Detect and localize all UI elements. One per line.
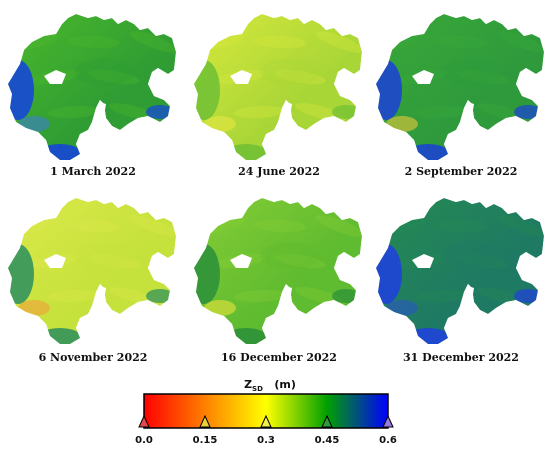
- lake-map: [194, 198, 362, 344]
- map-caption: 1 March 2022: [50, 165, 136, 178]
- island: [230, 254, 252, 268]
- lake-map: [8, 198, 176, 344]
- island: [98, 102, 106, 116]
- lake-map: [376, 14, 544, 160]
- legend-variable-subscript: SD: [252, 385, 263, 394]
- lake-map: [376, 198, 544, 344]
- map-panel-24-june-2022: 24 June 2022: [190, 12, 368, 178]
- tick-marker: [382, 414, 394, 428]
- map-panel-6-november-2022: 6 November 2022: [4, 196, 182, 364]
- map-caption: 2 September 2022: [404, 165, 518, 178]
- tick-marker: [260, 414, 272, 428]
- map-caption: 16 December 2022: [221, 351, 337, 364]
- water-surface: [194, 198, 362, 344]
- color-bar: 0.0 0.15 0.3 0.45 0.6: [135, 393, 397, 446]
- tick-label: 0.3: [257, 435, 275, 446]
- map-caption: 6 November 2022: [38, 351, 148, 364]
- map-caption: 24 June 2022: [238, 165, 320, 178]
- color-scale-legend: ZSD (m) 0.0 0.15 0.3 0.45 0.6: [120, 378, 420, 451]
- lake-map: [194, 14, 362, 160]
- island: [412, 254, 434, 268]
- island: [230, 70, 252, 84]
- island: [44, 70, 66, 84]
- island: [466, 286, 474, 300]
- island: [284, 102, 292, 116]
- island: [412, 70, 434, 84]
- island: [340, 72, 352, 88]
- island: [98, 286, 106, 300]
- tick-label: 0.45: [315, 435, 340, 446]
- map-panel-31-december-2022: 31 December 2022: [372, 196, 550, 364]
- island: [466, 102, 474, 116]
- map-panel-2-september-2022: 2 September 2022: [372, 12, 550, 178]
- legend-unit: (m): [274, 378, 296, 391]
- water-surface: [8, 14, 176, 160]
- island: [154, 256, 166, 272]
- legend-title: ZSD (m): [120, 378, 420, 393]
- island: [154, 72, 166, 88]
- map-panel-16-december-2022: 16 December 2022: [190, 196, 368, 364]
- tick-marker: [321, 414, 333, 428]
- tick-label: 0.15: [193, 435, 218, 446]
- water-surface: [8, 198, 176, 344]
- tick-label: 0.6: [379, 435, 397, 446]
- island: [44, 254, 66, 268]
- tick-marker: [199, 414, 211, 428]
- map-caption: 31 December 2022: [403, 351, 519, 364]
- island: [284, 286, 292, 300]
- map-panel-1-march-2022: 1 March 2022: [4, 12, 182, 178]
- lake-map: [8, 14, 176, 160]
- island: [522, 72, 534, 88]
- island: [522, 256, 534, 272]
- tick-marker: [138, 414, 150, 428]
- legend-variable: Z: [244, 378, 253, 391]
- water-surface: [376, 14, 544, 160]
- water-surface: [194, 14, 362, 160]
- tick-label: 0.0: [135, 435, 153, 446]
- water-surface: [376, 198, 544, 344]
- island: [340, 256, 352, 272]
